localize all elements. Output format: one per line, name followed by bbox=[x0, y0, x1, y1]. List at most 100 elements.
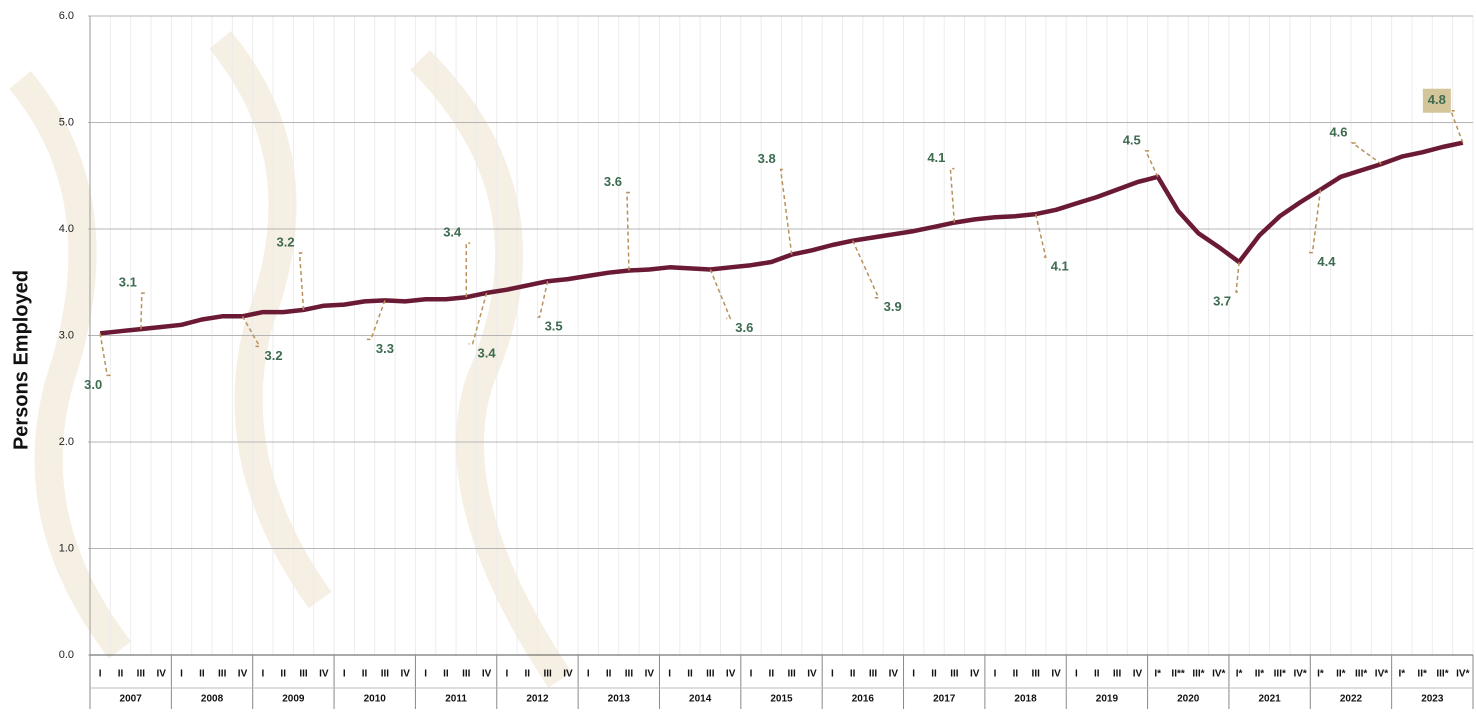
x-tick-label: III bbox=[381, 669, 390, 680]
year-label: 2009 bbox=[282, 694, 305, 705]
leader-line bbox=[1235, 261, 1241, 293]
x-tick-label: III* bbox=[1355, 669, 1367, 680]
x-tick-label: II* bbox=[1255, 669, 1265, 680]
x-tick-label: IV bbox=[563, 669, 573, 680]
x-tick-label: II* bbox=[1417, 669, 1427, 680]
year-label: 2008 bbox=[201, 694, 224, 705]
x-tick-label: I bbox=[587, 669, 590, 680]
leader-line bbox=[779, 168, 793, 255]
year-label: 2017 bbox=[933, 694, 956, 705]
x-tick-label: III bbox=[706, 669, 715, 680]
x-tick-label: IV* bbox=[1456, 669, 1469, 680]
data-label: 4.8 bbox=[1428, 92, 1446, 107]
x-tick-label: II bbox=[769, 669, 775, 680]
x-tick-label: III* bbox=[1436, 669, 1448, 680]
x-tick-label: IV bbox=[238, 669, 248, 680]
x-tick-label: I bbox=[99, 669, 102, 680]
watermark bbox=[9, 31, 572, 688]
leader-line bbox=[1034, 213, 1047, 258]
x-tick-label: IV bbox=[807, 669, 817, 680]
leader-line bbox=[140, 292, 146, 330]
leader-line bbox=[241, 315, 261, 348]
x-tick-label: II bbox=[687, 669, 693, 680]
x-tick-label: III bbox=[950, 669, 959, 680]
x-tick-label: I bbox=[180, 669, 183, 680]
x-tick-label: II bbox=[1013, 669, 1019, 680]
data-label: 4.1 bbox=[1051, 259, 1069, 274]
year-label: 2018 bbox=[1014, 694, 1037, 705]
year-label: 2010 bbox=[364, 694, 387, 705]
x-tick-label: IV bbox=[1051, 669, 1061, 680]
x-tick-label: III bbox=[218, 669, 227, 680]
data-label: 3.2 bbox=[264, 348, 282, 363]
data-label: 4.6 bbox=[1329, 124, 1347, 139]
y-tick-label: 2.0 bbox=[59, 436, 74, 448]
x-tick-label: III bbox=[625, 669, 634, 680]
leader-line bbox=[1308, 189, 1322, 254]
y-tick-label: 0.0 bbox=[59, 649, 74, 661]
leader-line bbox=[852, 240, 880, 299]
x-tick-label: I bbox=[831, 669, 834, 680]
x-tick-label: IV bbox=[1133, 669, 1143, 680]
x-tick-label: II bbox=[362, 669, 368, 680]
x-tick-label: I bbox=[668, 669, 671, 680]
x-tick-label: IV* bbox=[1293, 669, 1306, 680]
x-tick-label: IV bbox=[482, 669, 492, 680]
x-tick-label: III bbox=[299, 669, 308, 680]
data-label: 3.9 bbox=[884, 299, 902, 314]
x-tick-label: IV bbox=[645, 669, 655, 680]
x-tick-label: I bbox=[261, 669, 264, 680]
data-line bbox=[99, 140, 1464, 336]
y-tick-label: 6.0 bbox=[59, 10, 74, 22]
y-tick-label: 3.0 bbox=[59, 329, 74, 341]
x-tick-label: I bbox=[506, 669, 509, 680]
leader-line bbox=[535, 281, 549, 318]
x-tick-label: I bbox=[1075, 669, 1078, 680]
year-label: 2022 bbox=[1340, 694, 1363, 705]
x-tick-label: I* bbox=[1317, 669, 1324, 680]
leader-line bbox=[709, 269, 732, 320]
x-tick-label: III bbox=[1032, 669, 1041, 680]
y-tick-label: 5.0 bbox=[59, 116, 74, 128]
year-label: 2014 bbox=[689, 694, 712, 705]
x-tick-label: IV bbox=[319, 669, 329, 680]
x-tick-label: II bbox=[524, 669, 530, 680]
x-tick-label: I bbox=[750, 669, 753, 680]
x-tick-label: I bbox=[343, 669, 346, 680]
data-label: 3.0 bbox=[84, 377, 102, 392]
x-tick-label: II bbox=[931, 669, 937, 680]
x-tick-label: II bbox=[606, 669, 612, 680]
leader-line bbox=[1144, 150, 1159, 178]
x-tick-label: II bbox=[1094, 669, 1100, 680]
data-label: 3.1 bbox=[119, 275, 137, 290]
x-tick-label: IV* bbox=[1212, 669, 1225, 680]
data-label: 3.2 bbox=[277, 234, 295, 249]
leader-line bbox=[626, 191, 631, 271]
data-label: 4.4 bbox=[1317, 254, 1336, 269]
x-tick-label: III bbox=[543, 669, 552, 680]
x-tick-label: II bbox=[199, 669, 205, 680]
year-label: 2020 bbox=[1177, 694, 1200, 705]
x-tick-label: III bbox=[869, 669, 878, 680]
leader-line bbox=[366, 300, 386, 341]
x-tick-label: II* bbox=[1336, 669, 1346, 680]
leader-line bbox=[1449, 109, 1464, 143]
year-label: 2013 bbox=[608, 694, 631, 705]
leader-line bbox=[949, 167, 956, 223]
year-label: 2012 bbox=[526, 694, 549, 705]
x-tick-label: III bbox=[462, 669, 471, 680]
x-tick-label: II bbox=[280, 669, 286, 680]
data-label: 3.4 bbox=[478, 345, 497, 360]
leader-line bbox=[465, 242, 471, 298]
x-tick-label: II bbox=[118, 669, 124, 680]
x-tick-label: III bbox=[787, 669, 796, 680]
x-tick-label: I* bbox=[1154, 669, 1161, 680]
leader-line bbox=[1350, 142, 1382, 165]
data-label: 4.5 bbox=[1123, 132, 1141, 147]
data-label: 3.5 bbox=[545, 319, 563, 334]
x-tick-label: III* bbox=[1274, 669, 1286, 680]
x-tick-label: IV bbox=[726, 669, 736, 680]
x-tick-label: II** bbox=[1171, 669, 1184, 680]
year-label: 2023 bbox=[1421, 694, 1444, 705]
x-tick-label: IV bbox=[401, 669, 411, 680]
